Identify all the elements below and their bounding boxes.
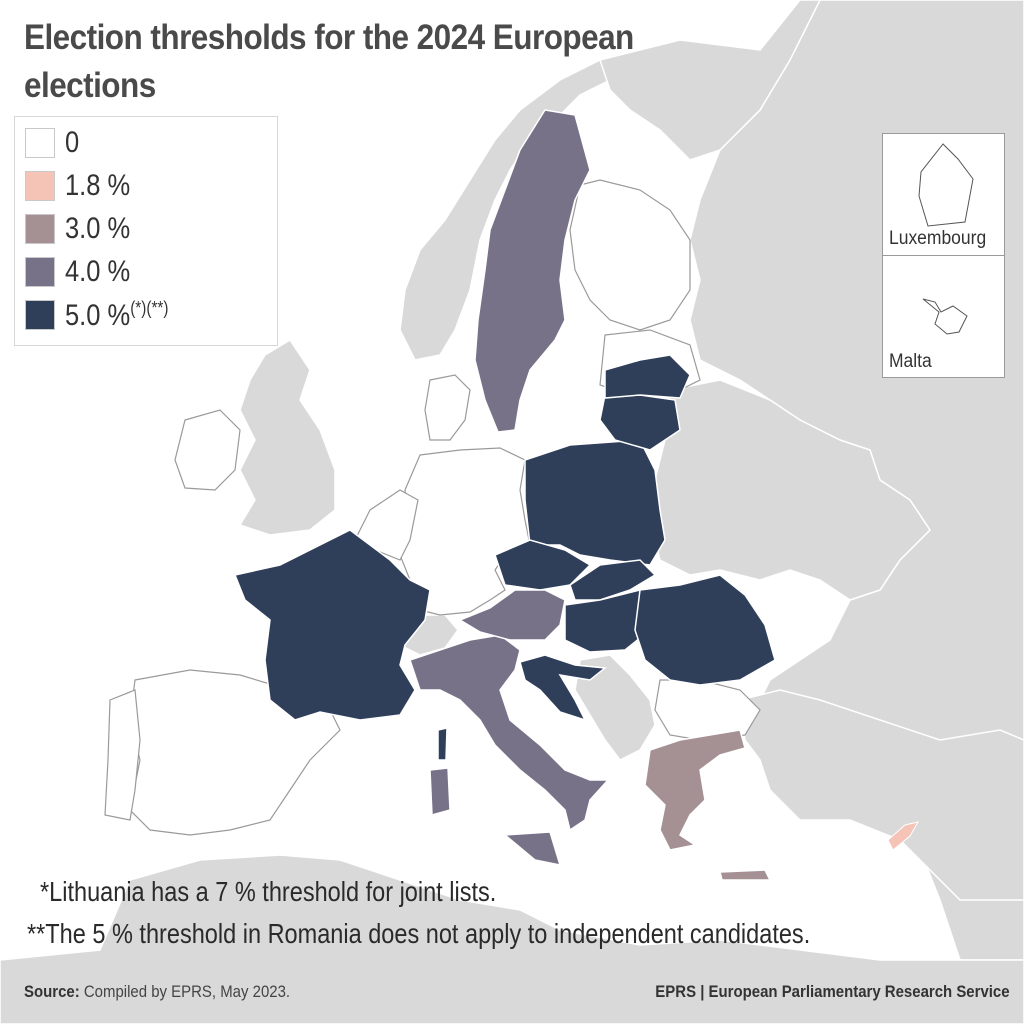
publisher-credit: EPRS | European Parliamentary Research S… [655,982,1010,1001]
source-label: Source: [24,982,80,1001]
inset-divider [883,255,1004,256]
title-line-1: Election thresholds for the 2024 Europea… [24,18,634,105]
country-croatia [519,654,607,722]
countries-3pct [644,729,772,881]
legend-label: 5.0 %(*)(**) [65,298,168,333]
inset-label-malta: Malta [889,351,932,372]
country-sweden [474,109,591,433]
legend-swatch [25,171,55,201]
legend: 0 1.8 % 3.0 % 4.0 % 5.0 %(*)(**) [14,116,278,346]
footnote-romania: **The 5 % threshold in Romania does not … [27,918,811,949]
country-slovakia [569,559,657,601]
inset-luxembourg-shape [918,143,974,227]
country-italy [409,634,610,832]
country-czechia [494,539,592,591]
country-sardinia [429,767,451,816]
source-text: Compiled by EPRS, May 2023. [79,982,291,1001]
legend-item: 0 [25,125,82,161]
legend-label-value: 5.0 % [65,298,131,332]
country-bulgaria [654,679,761,741]
legend-label: 0 [65,126,80,159]
legend-footnote-marker: (*)(**) [130,297,169,318]
footnote-lithuania: *Lithuania has a 7 % threshold for joint… [40,876,497,907]
legend-label: 4.0 % [65,255,131,288]
country-austria [458,589,566,641]
country-greece [644,729,746,851]
country-romania [634,574,776,686]
legend-item: 5.0 %(*)(**) [25,297,187,333]
legend-swatch [25,128,55,158]
inset-label-luxembourg: Luxembourg [889,228,987,249]
legend-item: 1.8 % [25,168,142,204]
country-crete [719,869,772,881]
source-line: Source: Compiled by EPRS, May 2023. [24,982,290,1002]
country-sicily [503,831,562,866]
countries-4pct [409,109,610,866]
inset-malta-shape [922,298,968,335]
country-ireland [174,409,241,491]
country-france [233,529,431,721]
legend-label: 1.8 % [65,169,131,202]
country-denmark [424,374,471,441]
inset-shapes [918,143,974,335]
legend-swatch [25,257,55,287]
country-finland [569,179,691,331]
country-portugal [104,689,141,821]
legend-swatch [25,214,55,244]
countries-5pct [233,354,776,761]
country-latvia [604,354,691,399]
legend-label: 3.0 % [65,212,131,245]
legend-item: 3.0 % [25,211,142,247]
inset-box: Luxembourg Malta [882,133,1005,378]
legend-item: 4.0 % [25,254,142,290]
country-cyprus [887,821,920,851]
legend-swatch [25,300,55,330]
country-corsica [437,727,448,761]
